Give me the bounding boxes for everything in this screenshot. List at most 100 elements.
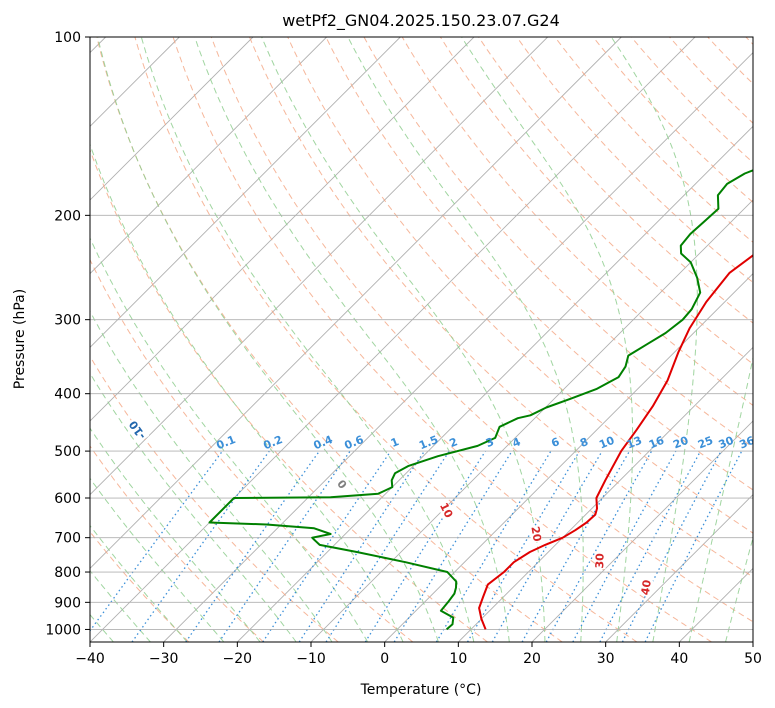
dry-adiabat-line	[134, 37, 638, 642]
mixing-ratio-label: 2	[448, 435, 460, 450]
y-tick-label: 400	[54, 387, 81, 403]
mixing-ratio-label: 8	[578, 435, 590, 450]
moist-adiabat-line	[97, 37, 439, 642]
y-tick-label: 900	[54, 595, 81, 611]
x-tick-label: 20	[523, 651, 541, 667]
moist-adiabat-line	[610, 37, 698, 642]
moist-adiabat-label-bg	[437, 500, 455, 521]
mixing-ratio-line	[364, 450, 486, 642]
moist-adiabat-line	[261, 37, 546, 642]
y-axis-label: Pressure (hPa)	[12, 289, 28, 389]
x-tick-label: −10	[296, 651, 326, 667]
isotherm-line	[90, 37, 548, 496]
moist-adiabat-line	[90, 310, 333, 642]
mixing-ratio-line	[599, 450, 702, 642]
mixing-ratio-label: 1	[389, 435, 401, 450]
moist-adiabat-label: 20	[528, 525, 543, 543]
moist-adiabat-label-bg	[334, 477, 349, 492]
moist-adiabat-label-bg	[594, 552, 607, 570]
y-tick-label: 200	[54, 208, 81, 224]
isotherm-line	[384, 273, 753, 642]
moist-adiabat-line	[688, 355, 753, 642]
y-tick-label: 300	[54, 313, 81, 329]
dry-adiabat-line	[90, 258, 414, 642]
mixing-ratio-line	[435, 450, 552, 642]
y-axis-ticks: 100 200 300 400 500 600 700 800 900 1000	[45, 30, 90, 638]
isotherm-line	[310, 199, 753, 642]
mixing-ratio-line	[325, 450, 450, 642]
x-tick-label: 40	[670, 651, 688, 667]
isotherm-line	[90, 37, 475, 422]
x-tick-label: 0	[380, 651, 389, 667]
mixing-ratio-label: 25	[696, 434, 715, 452]
sounding-series	[208, 169, 753, 631]
dry-adiabat-line	[210, 37, 753, 623]
plot-area: -100-90-80-70-60-50-40-30-20-10010203040…	[90, 37, 756, 642]
moist-adiabat-label: 40	[639, 579, 654, 596]
moist-adiabat-lines	[90, 37, 753, 642]
y-tick-label: 800	[54, 565, 81, 581]
y-tick-label: 1000	[45, 622, 81, 638]
mixing-ratio-line	[262, 450, 392, 642]
moist-adiabat-line	[140, 37, 475, 642]
mixing-ratio-label: 3	[484, 435, 496, 450]
moist-adiabat-line	[90, 569, 151, 642]
moist-adiabat-line	[90, 142, 404, 642]
mixing-ratio-line	[298, 450, 425, 642]
isotherm-line	[458, 346, 753, 642]
moist-adiabat-label: 10	[437, 501, 456, 521]
chart-title: wetPf2_GN04.2025.150.23.07.G24	[282, 11, 560, 31]
mixing-ratio-label: 20	[671, 434, 690, 452]
x-axis-ticks: −40 −30 −20 −10 0 10 20 30 40 50	[75, 642, 762, 667]
x-tick-label: −40	[75, 651, 105, 667]
isotherm-line	[531, 420, 753, 642]
temperature-line	[478, 254, 753, 630]
mixing-ratio-line	[218, 450, 351, 642]
mixing-ratio-label: 13	[625, 434, 644, 452]
dry-adiabat-line	[172, 37, 712, 642]
moist-adiabat-line	[90, 372, 297, 642]
isotherm-line	[90, 37, 696, 642]
isotherm-line	[605, 494, 753, 642]
mixing-ratio-label: 36	[737, 434, 756, 452]
moist-adiabat-label-bg	[528, 525, 543, 543]
mixing-ratio-line	[572, 450, 677, 642]
isotherm-line	[90, 37, 327, 275]
x-tick-label: 50	[744, 651, 762, 667]
isotherm-line	[90, 37, 622, 569]
x-tick-label: −30	[149, 651, 179, 667]
isotherm-line	[90, 37, 254, 201]
dry-adiabat-line	[90, 445, 264, 642]
moist-adiabat-line	[461, 37, 634, 642]
y-tick-label: 100	[54, 30, 81, 46]
y-tick-label: 500	[54, 444, 81, 460]
mixing-ratio-label: 16	[647, 434, 666, 452]
mixing-ratio-label: 10	[597, 434, 616, 452]
moist-adiabat-line	[725, 536, 753, 642]
y-tick-label: 700	[54, 531, 81, 547]
mixing-ratio-label: 30	[717, 434, 736, 452]
dry-adiabat-line	[516, 37, 753, 284]
moist-adiabat-line	[194, 37, 510, 642]
x-tick-label: 10	[449, 651, 467, 667]
y-tick-label: 600	[54, 491, 81, 507]
moist-adiabat-line	[90, 236, 369, 642]
moist-adiabat-label-bg	[640, 578, 654, 597]
dry-adiabat-line	[96, 37, 563, 642]
pressure-gridlines	[90, 37, 753, 630]
moist-adiabat-line	[90, 477, 225, 642]
dry-adiabat-line	[249, 37, 753, 578]
plot-frame	[89, 36, 754, 643]
mixing-ratio-line	[393, 450, 513, 642]
dry-adiabat-line	[287, 37, 753, 534]
moist-adiabat-line	[90, 427, 261, 642]
x-axis-label: Temperature (°C)	[360, 682, 482, 698]
x-tick-label: −20	[223, 651, 253, 667]
x-tick-label: 30	[597, 651, 615, 667]
mixing-ratio-line	[185, 450, 320, 642]
isotherm-line	[237, 125, 753, 642]
dry-adiabat-label-bg	[126, 417, 150, 443]
moist-adiabat-line	[347, 37, 584, 642]
moist-adiabat-label: 30	[593, 553, 607, 569]
